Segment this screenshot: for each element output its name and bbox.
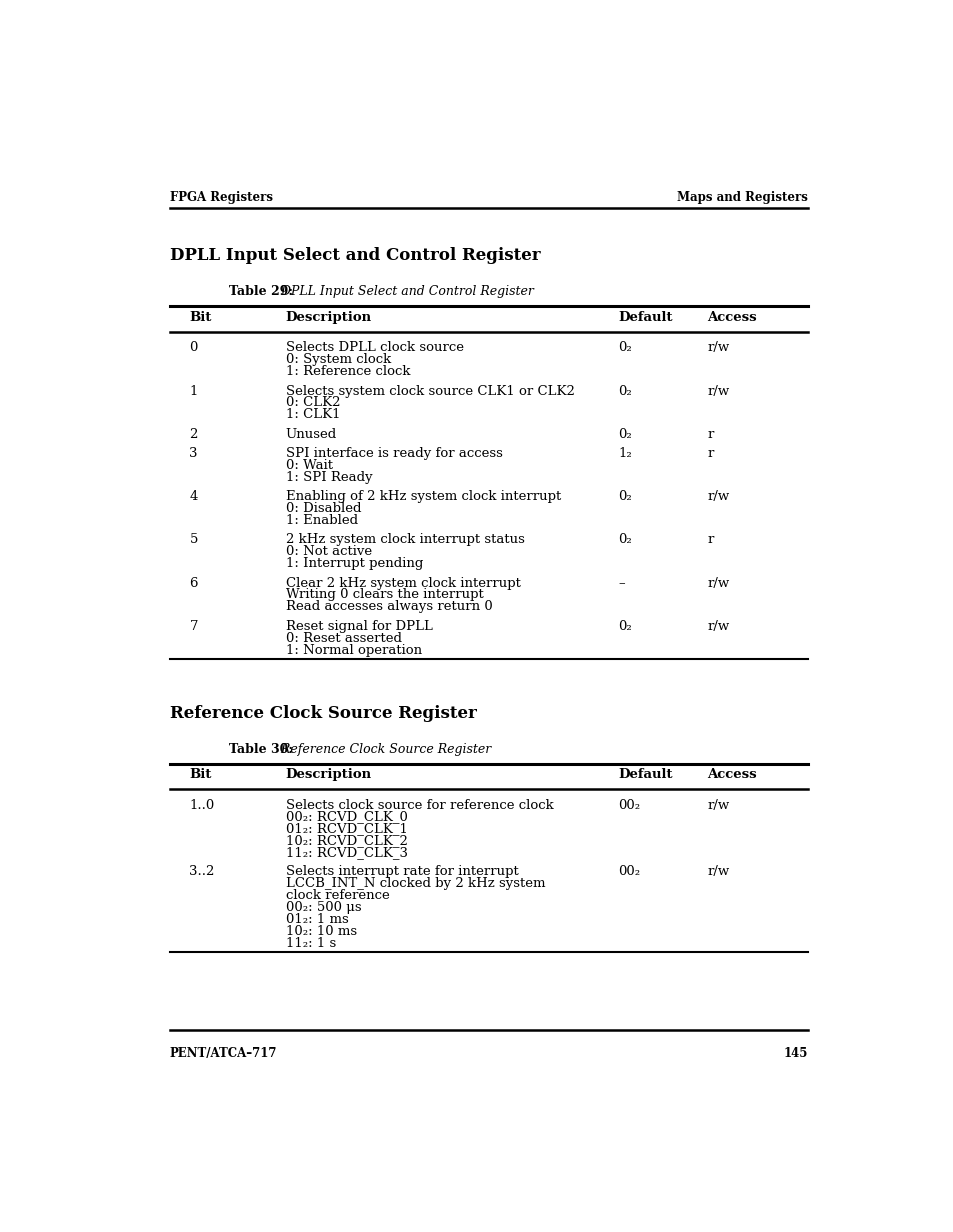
Text: clock reference: clock reference xyxy=(285,890,389,902)
Text: 4: 4 xyxy=(190,490,197,504)
Text: 5: 5 xyxy=(190,533,197,547)
Text: DPLL Input Select and Control Register: DPLL Input Select and Control Register xyxy=(170,248,539,265)
Text: Table 30:: Table 30: xyxy=(229,743,293,755)
Text: Read accesses always return 0: Read accesses always return 0 xyxy=(285,600,492,614)
Text: FPGA Registers: FPGA Registers xyxy=(170,191,273,203)
Text: Access: Access xyxy=(706,769,756,781)
Text: Selects clock source for reference clock: Selects clock source for reference clock xyxy=(285,798,553,812)
Text: 0: 0 xyxy=(190,341,197,355)
Text: r/w: r/w xyxy=(706,384,728,398)
Text: 2: 2 xyxy=(190,428,197,441)
Text: 10₂: 10 ms: 10₂: 10 ms xyxy=(285,925,356,938)
Text: Maps and Registers: Maps and Registers xyxy=(677,191,807,203)
Text: 1: SPI Ready: 1: SPI Ready xyxy=(285,471,372,484)
Text: 1: 1 xyxy=(190,384,197,398)
Text: 01₂: RCVD_CLK_1: 01₂: RCVD_CLK_1 xyxy=(285,822,407,835)
Text: 0₂: 0₂ xyxy=(618,490,632,504)
Text: –: – xyxy=(618,577,624,590)
Text: 01₂: 1 ms: 01₂: 1 ms xyxy=(285,913,348,926)
Text: Description: Description xyxy=(285,310,372,324)
Text: Selects system clock source CLK1 or CLK2: Selects system clock source CLK1 or CLK2 xyxy=(285,384,574,398)
Text: r/w: r/w xyxy=(706,341,728,355)
Text: 0₂: 0₂ xyxy=(618,620,632,633)
Text: 00₂: 00₂ xyxy=(618,798,639,812)
Text: Unused: Unused xyxy=(285,428,336,441)
Text: 6: 6 xyxy=(190,577,198,590)
Text: 3: 3 xyxy=(190,447,198,460)
Text: 1: Interrupt pending: 1: Interrupt pending xyxy=(285,557,422,570)
Text: r/w: r/w xyxy=(706,577,728,590)
Text: 10₂: RCVD_CLK_2: 10₂: RCVD_CLK_2 xyxy=(285,834,407,848)
Text: r: r xyxy=(706,533,713,547)
Text: 2 kHz system clock interrupt status: 2 kHz system clock interrupt status xyxy=(285,533,524,547)
Text: r/w: r/w xyxy=(706,620,728,633)
Text: Default: Default xyxy=(618,769,672,781)
Text: 0: Reset asserted: 0: Reset asserted xyxy=(285,632,401,644)
Text: 1₂: 1₂ xyxy=(618,447,632,460)
Text: PENT/ATCA–717: PENT/ATCA–717 xyxy=(170,1047,276,1061)
Text: 0: System clock: 0: System clock xyxy=(285,354,391,366)
Text: 0₂: 0₂ xyxy=(618,428,632,441)
Text: Selects interrupt rate for interrupt: Selects interrupt rate for interrupt xyxy=(285,866,517,878)
Text: 00₂: RCVD_CLK_0: 00₂: RCVD_CLK_0 xyxy=(285,811,407,823)
Text: 1: Enabled: 1: Enabled xyxy=(285,514,357,527)
Text: Access: Access xyxy=(706,310,756,324)
Text: SPI interface is ready for access: SPI interface is ready for access xyxy=(285,447,502,460)
Text: 3..2: 3..2 xyxy=(190,866,214,878)
Text: Description: Description xyxy=(285,769,372,781)
Text: 1: Normal operation: 1: Normal operation xyxy=(285,643,421,657)
Text: 0: Wait: 0: Wait xyxy=(285,460,333,472)
Text: 0: CLK2: 0: CLK2 xyxy=(285,397,340,409)
Text: 11₂: 1 s: 11₂: 1 s xyxy=(285,936,335,950)
Text: 1: CLK1: 1: CLK1 xyxy=(285,408,340,421)
Text: 1..0: 1..0 xyxy=(190,798,214,812)
Text: r/w: r/w xyxy=(706,866,728,878)
Text: 1: Reference clock: 1: Reference clock xyxy=(285,365,410,378)
Text: r/w: r/w xyxy=(706,798,728,812)
Text: 0₂: 0₂ xyxy=(618,341,632,355)
Text: 00₂: 500 μs: 00₂: 500 μs xyxy=(285,901,361,914)
Text: 0₂: 0₂ xyxy=(618,384,632,398)
Text: DPLL Input Select and Control Register: DPLL Input Select and Control Register xyxy=(276,286,533,298)
Text: Bit: Bit xyxy=(190,310,212,324)
Text: Reference Clock Source Register: Reference Clock Source Register xyxy=(276,743,491,755)
Text: Table 29:: Table 29: xyxy=(229,286,293,298)
Text: 0₂: 0₂ xyxy=(618,533,632,547)
Text: 11₂: RCVD_CLK_3: 11₂: RCVD_CLK_3 xyxy=(285,846,407,859)
Text: Reset signal for DPLL: Reset signal for DPLL xyxy=(285,620,432,633)
Text: 00₂: 00₂ xyxy=(618,866,639,878)
Text: Bit: Bit xyxy=(190,769,212,781)
Text: r: r xyxy=(706,428,713,441)
Text: Writing 0 clears the interrupt: Writing 0 clears the interrupt xyxy=(285,589,483,601)
Text: Enabling of 2 kHz system clock interrupt: Enabling of 2 kHz system clock interrupt xyxy=(285,490,560,504)
Text: Selects DPLL clock source: Selects DPLL clock source xyxy=(285,341,463,355)
Text: LCCB_INT_N clocked by 2 kHz system: LCCB_INT_N clocked by 2 kHz system xyxy=(285,877,544,891)
Text: Default: Default xyxy=(618,310,672,324)
Text: r: r xyxy=(706,447,713,460)
Text: 7: 7 xyxy=(190,620,198,633)
Text: 0: Not active: 0: Not active xyxy=(285,546,372,558)
Text: r/w: r/w xyxy=(706,490,728,504)
Text: 0: Disabled: 0: Disabled xyxy=(285,503,361,515)
Text: Clear 2 kHz system clock interrupt: Clear 2 kHz system clock interrupt xyxy=(285,577,520,590)
Text: 145: 145 xyxy=(783,1047,807,1061)
Text: Reference Clock Source Register: Reference Clock Source Register xyxy=(170,705,476,722)
